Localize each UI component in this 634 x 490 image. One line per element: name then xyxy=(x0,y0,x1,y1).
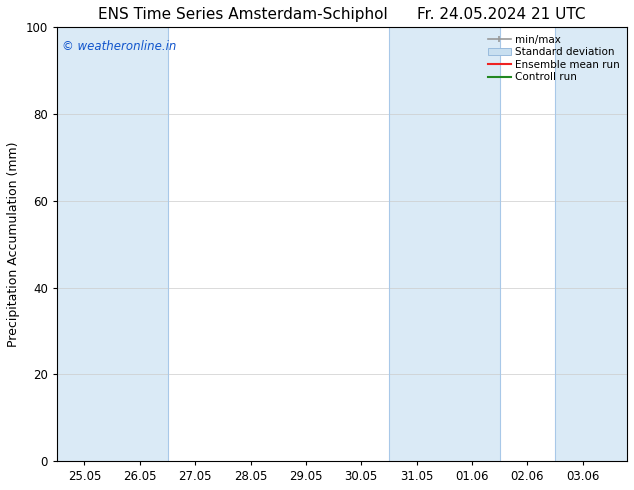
Bar xyxy=(555,27,634,461)
Title: ENS Time Series Amsterdam-Schiphol      Fr. 24.05.2024 21 UTC: ENS Time Series Amsterdam-Schiphol Fr. 2… xyxy=(98,7,586,22)
Text: © weatheronline.in: © weatheronline.in xyxy=(63,40,177,53)
Bar xyxy=(389,27,500,461)
Y-axis label: Precipitation Accumulation (mm): Precipitation Accumulation (mm) xyxy=(7,142,20,347)
Legend: min/max, Standard deviation, Ensemble mean run, Controll run: min/max, Standard deviation, Ensemble me… xyxy=(486,32,622,84)
Bar xyxy=(57,27,167,461)
